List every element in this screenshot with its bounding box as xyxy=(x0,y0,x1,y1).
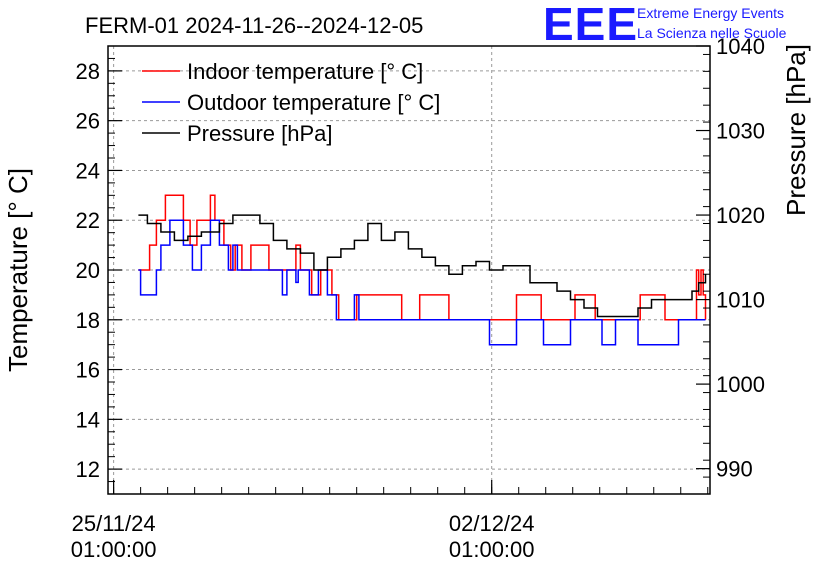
y-tick-label: 14 xyxy=(76,407,100,432)
x-tick-label-date: 02/12/24 xyxy=(449,511,535,536)
axes: 12 14 16 18 20 22 24 26 28 990 1000 1010 1020 1030 104… xyxy=(71,34,765,562)
logo-line1: Extreme Energy Events xyxy=(637,5,784,21)
y2-tick-label: 1010 xyxy=(716,288,765,313)
y-tick-label: 22 xyxy=(76,208,100,233)
y-tick-label: 26 xyxy=(76,109,100,134)
y-tick-label: 20 xyxy=(76,258,100,283)
legend-label-indoor: Indoor temperature [° C] xyxy=(187,59,423,84)
y2-tick-label: 1000 xyxy=(716,372,765,397)
y-tick-label: 28 xyxy=(76,59,100,84)
y2-tick-label: 990 xyxy=(716,457,753,482)
y-tick-label: 24 xyxy=(76,158,100,183)
x-tick-label-time: 01:00:00 xyxy=(71,537,157,562)
y2-tick-label: 1030 xyxy=(716,119,765,144)
legend: Indoor temperature [° C] Outdoor tempera… xyxy=(142,59,440,146)
y-tick-label: 16 xyxy=(76,358,100,383)
eee-logo: EEE Extreme Energy Events La Scienza nel… xyxy=(543,0,787,50)
chart-title: FERM-01 2024-11-26--2024-12-05 xyxy=(85,13,423,38)
logo-line2: La Scienza nelle Scuole xyxy=(637,25,787,41)
series-layer xyxy=(138,194,707,346)
series-outdoor-temperature xyxy=(138,219,706,346)
y-tick-label: 12 xyxy=(76,457,100,482)
series-pressure xyxy=(138,214,707,318)
y-axis-title: Temperature [° C] xyxy=(3,168,33,372)
x-tick-label-date: 25/11/24 xyxy=(72,511,156,536)
y-tick-label: 18 xyxy=(76,308,100,333)
y2-axis-title: Pressure [hPa] xyxy=(781,44,811,216)
y2-tick-label: 1020 xyxy=(716,203,765,228)
y2-tick-label: 1040 xyxy=(716,34,765,59)
x-tick-label-time: 01:00:00 xyxy=(449,537,535,562)
legend-label-pressure: Pressure [hPa] xyxy=(187,121,333,146)
legend-label-outdoor: Outdoor temperature [° C] xyxy=(187,90,440,115)
logo-mark: EEE xyxy=(543,0,638,50)
series-indoor-temperature xyxy=(138,194,707,321)
